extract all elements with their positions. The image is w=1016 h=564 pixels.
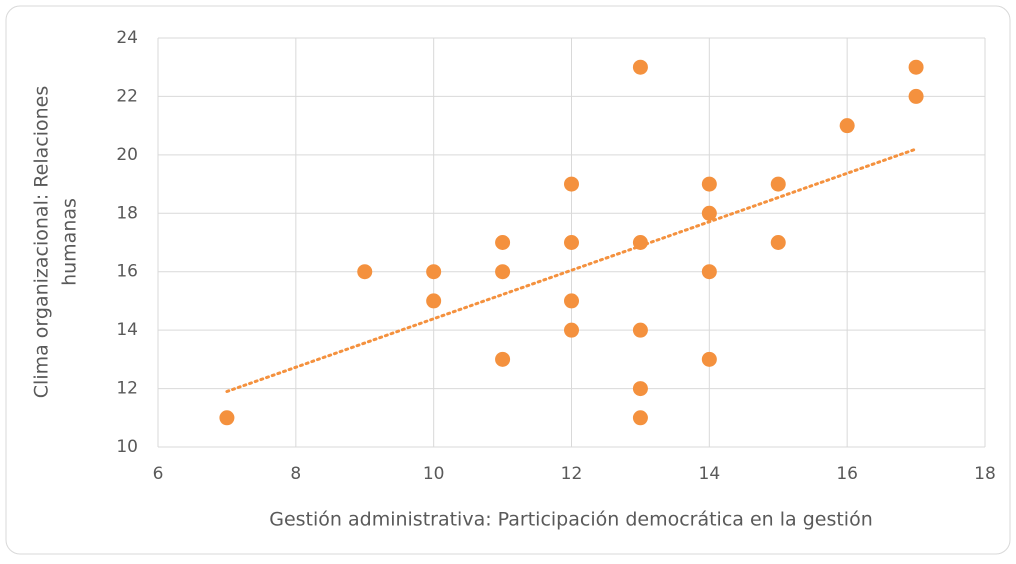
x-tick-label: 16 (836, 464, 858, 484)
scatter-point (495, 235, 511, 250)
chart-border (5, 5, 1011, 555)
x-tick-label: 18 (974, 464, 996, 484)
y-tick-label: 14 (116, 320, 138, 340)
y-tick-label: 12 (116, 379, 138, 399)
x-tick-label: 6 (153, 464, 164, 484)
scatter-point (908, 88, 924, 104)
trendline (225, 147, 918, 393)
x-tick-label: 12 (561, 464, 583, 484)
y-tick-label: 20 (116, 145, 138, 165)
scatter-point (564, 176, 579, 192)
y-tick-label: 18 (116, 203, 138, 223)
scatter-point (908, 59, 924, 75)
x-tick-label: 8 (290, 464, 301, 484)
scatter-point (495, 351, 511, 367)
scatter-point (632, 322, 648, 338)
y-tick-label: 22 (116, 86, 138, 106)
y-tick-label: 10 (116, 437, 138, 457)
scatter-point (701, 205, 717, 221)
scatter-point (701, 264, 717, 280)
y-axis-title: humanas (59, 198, 81, 286)
x-tick-label: 14 (699, 464, 721, 484)
scatter-point (564, 322, 579, 338)
scatter-point (495, 264, 511, 280)
scatter-point (632, 410, 648, 426)
scatter-point (426, 293, 442, 309)
scatter-point (632, 59, 648, 75)
y-axis-title: Clima organizacional: Relaciones (31, 86, 53, 398)
scatter-point (426, 264, 442, 280)
scatter-point (770, 235, 786, 250)
scatter-point (632, 381, 648, 397)
scatter-point (564, 293, 579, 309)
y-tick-label: 24 (116, 28, 138, 48)
scatter-point (564, 235, 579, 250)
scatter-point (839, 118, 855, 134)
x-axis-title: Gestión administrativa: Participación de… (269, 509, 872, 531)
scatter-point (219, 410, 235, 426)
scatter-point (701, 176, 717, 192)
scatter-point (770, 176, 786, 192)
scatter-point (632, 235, 648, 250)
scatter-point (701, 351, 717, 367)
x-tick-label: 10 (423, 464, 445, 484)
scatter-point (357, 264, 373, 280)
y-tick-label: 16 (116, 262, 138, 282)
